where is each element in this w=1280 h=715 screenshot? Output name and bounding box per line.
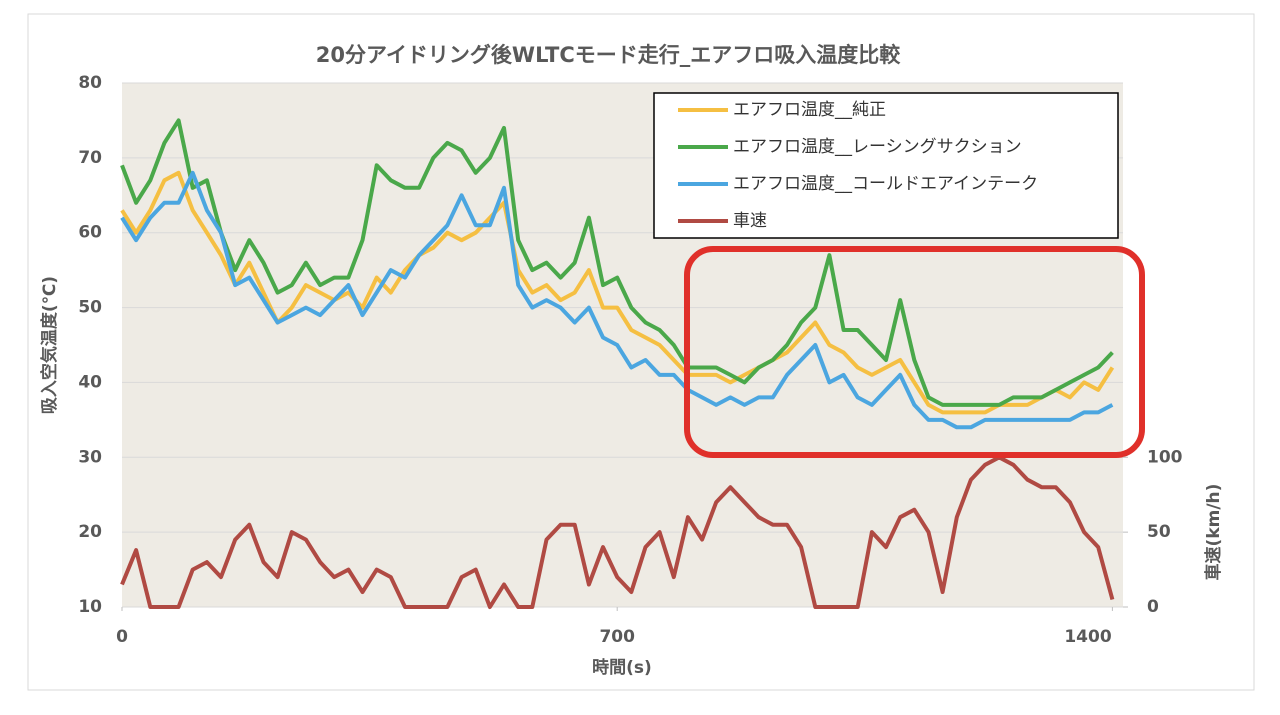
x-tick-label: 700 [599, 627, 635, 647]
y-tick-label: 80 [78, 73, 102, 93]
legend [653, 92, 1119, 239]
y-tick-label: 60 [78, 223, 102, 243]
y2-axis-label: 車速(km/h) [1203, 484, 1224, 581]
y-tick-label: 20 [78, 522, 102, 542]
x-axis-label: 時間(s) [592, 657, 652, 678]
y2-tick-label: 100 [1147, 447, 1183, 467]
legend-label: エアフロ温度__コールドエアインテーク [733, 174, 1038, 194]
y-tick-label: 10 [78, 597, 102, 617]
highlight-box [684, 246, 1145, 458]
chart-title: 20分アイドリング後WLTCモード走行_エアフロ吸入温度比較 [316, 43, 901, 67]
legend-label: エアフロ温度__純正 [733, 100, 886, 120]
y2-tick-label: 0 [1147, 597, 1159, 617]
y-tick-label: 30 [78, 447, 102, 467]
y-tick-label: 40 [78, 372, 102, 392]
y-axis-label: 吸入空気温度(℃) [39, 276, 60, 414]
series-line [120, 170, 1115, 415]
x-tick-label: 0 [116, 627, 128, 647]
y-tick-label: 50 [78, 298, 102, 318]
series-line [120, 455, 1115, 609]
series-line [120, 170, 1114, 430]
y-tick-label: 70 [78, 148, 102, 168]
x-tick-label: 1400 [1064, 627, 1111, 647]
legend-label: 車速 [733, 211, 767, 231]
series-line [120, 118, 1114, 407]
legend-label: エアフロ温度__レーシングサクション [733, 137, 1022, 157]
y2-tick-label: 50 [1147, 522, 1171, 542]
